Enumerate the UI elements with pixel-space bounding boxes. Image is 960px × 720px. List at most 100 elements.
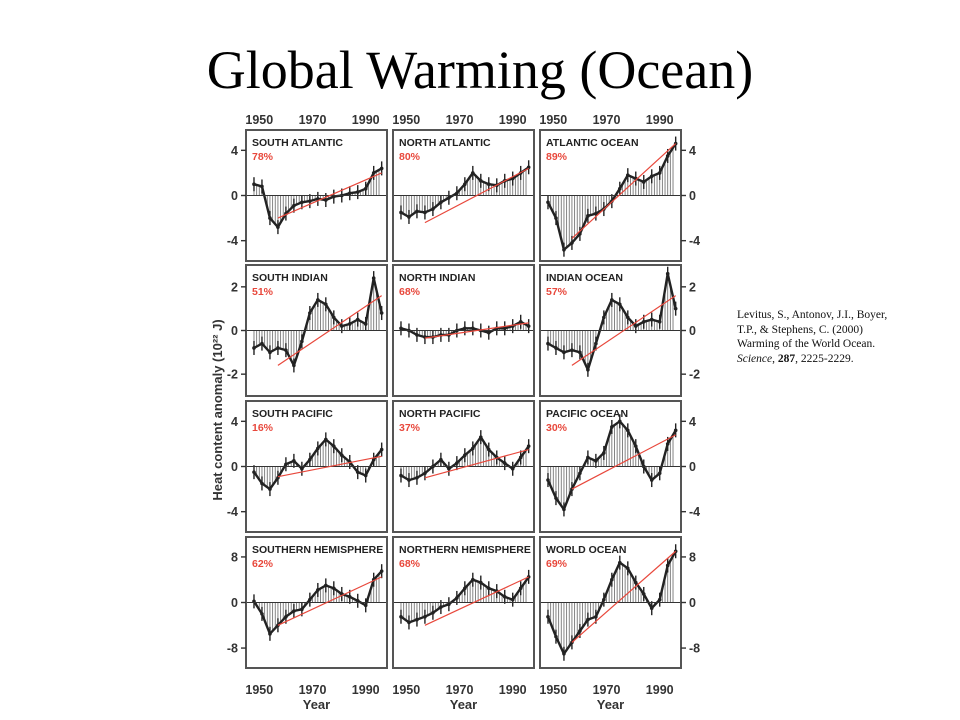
y-tick-label: 0	[231, 189, 238, 203]
trend-line	[571, 143, 677, 239]
panel-title: NORTH PACIFIC	[399, 408, 481, 420]
panel-south-indian: SOUTH INDIAN 51% -2 0 2	[227, 264, 388, 397]
panel-title: SOUTH ATLANTIC	[252, 137, 343, 149]
x-tick-label-bottom: 1990	[499, 683, 527, 697]
panel-title: NORTH ATLANTIC	[399, 137, 491, 149]
series-line	[547, 273, 677, 374]
y-tick-label: 0	[231, 596, 238, 610]
panel-percent: 62%	[252, 558, 274, 570]
y-tick-label: 0	[689, 596, 696, 610]
y-tick-label: 4	[689, 144, 696, 158]
x-axis-label: Year	[303, 697, 330, 712]
series-line	[400, 320, 530, 339]
panel-north-indian: NORTH INDIAN 68%	[392, 264, 535, 397]
panel-title: SOUTH PACIFIC	[252, 408, 333, 420]
citation-line-3: Warming of the World Ocean.	[737, 338, 876, 351]
panel-frame	[392, 264, 535, 397]
y-tick-label: -4	[227, 234, 238, 248]
panel-percent: 78%	[252, 151, 274, 163]
series-line	[400, 576, 530, 624]
panel-percent: 89%	[546, 151, 568, 163]
x-tick-label-bottom: 1990	[646, 683, 674, 697]
trend-line	[424, 448, 529, 479]
citation-line-2: T.P., & Stephens, C. (2000)	[737, 323, 863, 336]
trend-line	[424, 167, 529, 224]
y-tick-label: 0	[231, 324, 238, 338]
panel-percent: 69%	[546, 558, 568, 570]
citation-pages: , 2225-2229.	[795, 352, 854, 365]
panel-percent: 51%	[252, 286, 274, 298]
trend-line	[277, 455, 382, 478]
trend-line	[424, 576, 529, 626]
series-line	[546, 550, 677, 657]
panel-atlantic-ocean: ATLANTIC OCEAN 89% -4 0 4	[539, 129, 700, 262]
x-tick-label-bottom: 1970	[446, 683, 474, 697]
x-tick-label-top: 1970	[593, 113, 621, 127]
y-tick-label: -4	[689, 234, 700, 248]
y-tick-label: 0	[231, 460, 238, 474]
y-axis-label: Heat content anomaly (10²² J)	[210, 319, 225, 500]
y-tick-label: 0	[689, 189, 696, 203]
x-tick-label-bottom: 1950	[245, 683, 273, 697]
x-tick-label-top: 1950	[245, 113, 273, 127]
x-tick-label-top: 1990	[646, 113, 674, 127]
panel-percent: 80%	[399, 151, 421, 163]
panel-title: SOUTH INDIAN	[252, 272, 328, 284]
citation-journal: Science	[737, 352, 773, 365]
y-tick-label: 4	[689, 415, 696, 429]
panel-north-atlantic: NORTH ATLANTIC 80%	[392, 129, 535, 262]
trend-line	[277, 295, 383, 366]
x-axis-label: Year	[450, 697, 477, 712]
x-tick-label-top: 1970	[446, 113, 474, 127]
trend-line	[571, 295, 677, 366]
y-tick-label: -2	[227, 368, 238, 382]
y-tick-label: 4	[231, 415, 238, 429]
y-tick-label: 0	[689, 460, 696, 474]
x-axis-label: Year	[597, 697, 624, 712]
citation-line-1: Levitus, S., Antonov, J.I., Boyer,	[737, 309, 888, 321]
series-line	[253, 277, 383, 369]
y-tick-label: 8	[689, 550, 696, 564]
y-tick-label: -2	[689, 368, 700, 382]
y-tick-label: -4	[227, 505, 238, 519]
y-tick-label: -8	[227, 642, 238, 656]
y-tick-label: -4	[689, 505, 700, 519]
panel-title: INDIAN OCEAN	[546, 272, 623, 284]
panel-south-atlantic: SOUTH ATLANTIC 78% -4 0 4	[227, 129, 388, 262]
series-line	[546, 142, 677, 252]
series-line	[253, 167, 383, 230]
y-tick-label: -8	[689, 642, 700, 656]
y-tick-label: 2	[689, 280, 696, 294]
panel-pacific-ocean: PACIFIC OCEAN 30% -4 0 4	[539, 400, 700, 533]
trend-line	[571, 434, 676, 490]
y-tick-label: 8	[231, 550, 238, 564]
x-tick-label-bottom: 1970	[299, 683, 327, 697]
panel-title: NORTHERN HEMISPHERE	[399, 544, 531, 556]
panel-title: SOUTHERN HEMISPHERE	[252, 544, 383, 556]
panel-world-ocean: WORLD OCEAN 69% -8 0 8	[539, 536, 700, 669]
panel-north-pacific: NORTH PACIFIC 37%	[392, 400, 535, 533]
series-line	[546, 419, 677, 512]
y-tick-label: 2	[231, 280, 238, 294]
trend-line	[277, 172, 382, 219]
panel-northern-hemisphere: NORTHERN HEMISPHERE 68%	[392, 536, 535, 669]
y-tick-label: 4	[231, 144, 238, 158]
panel-percent: 68%	[399, 558, 421, 570]
citation-separator: ,	[772, 352, 778, 365]
panel-southern-hemisphere: SOUTHERN HEMISPHERE 62% -8 0 8	[227, 536, 388, 669]
panel-title: WORLD OCEAN	[546, 544, 627, 556]
series-line	[400, 434, 530, 482]
panel-title: NORTH INDIAN	[399, 272, 475, 284]
citation: Levitus, S., Antonov, J.I., Boyer, T.P.,…	[737, 308, 937, 366]
x-tick-label-bottom: 1950	[392, 683, 420, 697]
x-tick-label-bottom: 1990	[352, 683, 380, 697]
panel-percent: 37%	[399, 422, 421, 434]
panel-title: ATLANTIC OCEAN	[546, 137, 639, 149]
y-tick-label: 0	[689, 324, 696, 338]
x-tick-label-top: 1970	[299, 113, 327, 127]
citation-volume: 287	[777, 352, 796, 365]
x-tick-label-top: 1950	[539, 113, 567, 127]
panel-frame	[392, 400, 535, 533]
x-tick-label-bottom: 1970	[593, 683, 621, 697]
